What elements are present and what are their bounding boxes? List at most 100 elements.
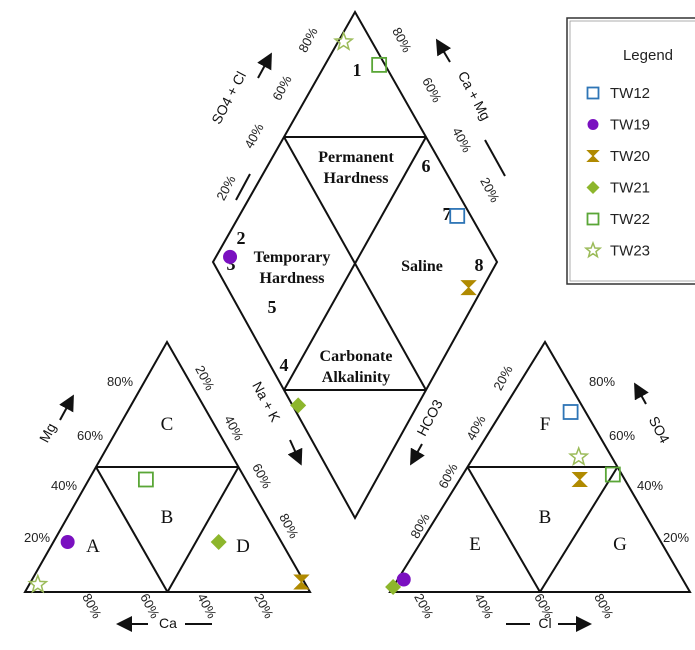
tick-label: 60% [249,461,275,491]
region-permanent-hardness: Permanent [318,149,394,166]
tick-label: 80% [276,511,302,541]
marker-tw21 [586,181,600,194]
tick-label: 80% [407,510,433,540]
marker-tw19 [396,572,411,587]
marker-tw20 [460,280,477,296]
zone-number-3: 3 [227,254,236,274]
marker-tw19 [223,249,238,264]
zone-number-7: 7 [443,204,452,224]
region-permanent-hardness: Hardness [324,170,389,187]
anion-divider [466,466,541,593]
marker-tw20 [293,574,310,590]
legend-entry-label: TW21 [610,180,650,197]
axis-label-mg: Mg [36,420,59,445]
cation-divider [166,466,240,593]
axis-arrow [435,38,452,63]
tick-label: 80% [589,374,615,389]
axis-arrow [634,382,649,405]
legend-entry-label: TW22 [610,211,650,228]
axis-label-so4cl: SO4 + Cl [208,69,249,127]
tick-label: 80% [107,374,133,389]
anion-field-label: B [539,507,552,528]
anion-divider [539,466,619,593]
tick-label: 40% [51,478,77,493]
anion-field-label: G [613,534,627,555]
axis-arrow [257,52,272,79]
axis-label-nak: Na + K [249,379,284,425]
tick-label: 60% [269,72,295,102]
region-carbonate-alkalinity: Alkalinity [322,369,390,386]
tick-label: 60% [609,428,635,443]
tick-label: 40% [194,591,220,621]
diagram-frames [23,9,692,593]
zone-number-2: 2 [237,228,246,248]
marker-tw23 [27,573,49,594]
region-temporary-hardness: Hardness [260,270,325,287]
region-carbonate-alkalinity: Carbonate [320,348,393,365]
axis-arrow-tail [484,139,506,177]
axis-arrow [410,443,425,466]
diamond-divider [283,136,427,391]
cation-field-label: B [161,507,174,528]
region-saline: Saline [401,258,443,275]
marker-tw12 [449,208,466,224]
marker-tw12 [562,404,579,420]
legend-entry-label: TW19 [610,117,650,134]
tick-label: 40% [471,591,497,621]
tick-label: 80% [591,591,617,621]
tick-label: 20% [24,530,50,545]
tick-label: 20% [663,530,689,545]
legend-inner-border [569,20,695,282]
anion-field-label: E [469,534,481,555]
marker-tw21 [290,397,307,414]
marker-tw22 [604,466,621,483]
marker-tw21 [385,579,402,595]
tick-label: 40% [449,125,475,155]
axis-arrow [59,394,74,421]
axis-label-so4: SO4 [646,414,673,446]
cation-divider [95,466,169,593]
tick-label: 20% [477,175,503,205]
marker-tw12 [586,86,600,100]
tick-label: 20% [490,362,516,392]
zone-number-1: 1 [353,60,362,80]
marker-tw22 [371,56,388,73]
tick-label: 80% [389,25,415,55]
tick-label: 20% [411,591,437,621]
axis-label-cl: Cl [538,615,551,631]
tick-label: 20% [251,591,277,621]
cation-field-label: A [86,536,100,557]
marker-tw23 [583,240,603,259]
legend: Legend TW12 TW19 TW20 TW21 TW22 TW23 [566,17,695,285]
tick-label: 40% [241,120,267,150]
zone-number-8: 8 [475,255,484,275]
marker-tw19 [60,535,75,549]
cation-field-label: D [236,536,250,557]
axis-label-camg: Ca + Mg [455,68,494,123]
tick-label: 40% [637,478,663,493]
anion-field-label: F [540,414,551,435]
region-temporary-hardness: Temporary [254,249,331,266]
marker-tw20 [571,472,588,487]
cation-field-label: C [161,414,174,435]
tick-label: 80% [79,591,105,621]
axis-arrow-tail [235,173,251,201]
axis-label-ca: Ca [159,615,177,631]
marker-tw22 [586,212,600,226]
axis-arrow [287,439,303,466]
marker-tw22 [137,471,154,488]
zone-number-4: 4 [280,355,289,375]
tick-label: 80% [295,24,321,54]
tick-label: 60% [77,428,103,443]
tick-label: 60% [435,460,461,490]
marker-tw20 [586,150,600,162]
marker-tw23 [568,445,590,467]
marker-tw21 [210,534,227,550]
legend-entry-label: TW20 [610,148,650,165]
tick-label: 20% [213,172,239,202]
legend-title: Legend [623,47,673,64]
tick-label: 40% [221,413,247,443]
tick-label: 60% [419,75,445,105]
marker-tw23 [333,30,355,51]
